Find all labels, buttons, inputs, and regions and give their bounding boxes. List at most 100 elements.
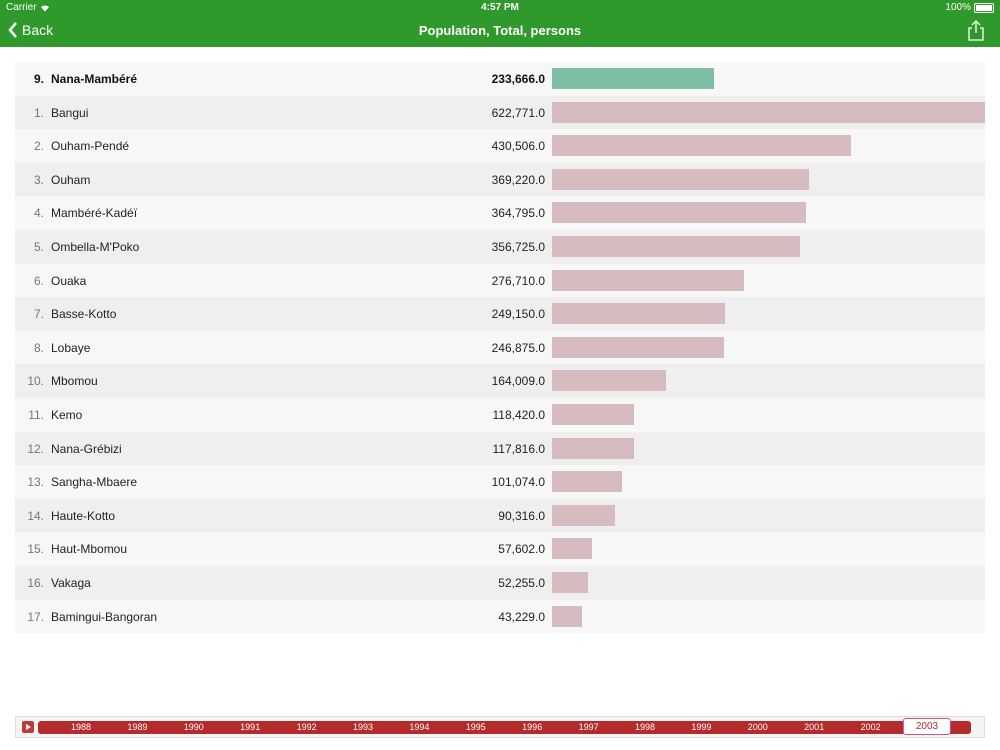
row-name: Haute-Kotto	[51, 508, 116, 523]
table-row[interactable]: 15. Haut-Mbomou 57,602.0	[15, 532, 985, 566]
row-bar	[552, 471, 622, 493]
row-bar	[552, 370, 666, 392]
row-value: 430,506.0	[491, 139, 545, 154]
table-row[interactable]: 11. Kemo 118,420.0	[15, 397, 985, 432]
timeline-year[interactable]: 1998	[634, 722, 656, 732]
table-row[interactable]: 3. Ouham 369,220.0	[15, 162, 985, 197]
battery-label: 100%	[945, 2, 971, 13]
row-name: Sangha-Mbaere	[51, 475, 138, 490]
timeline-year[interactable]: 2002	[860, 722, 881, 732]
row-bar	[552, 403, 634, 425]
row-rank: 8.	[33, 340, 44, 355]
row-name: Nana-Grébizi	[51, 441, 122, 456]
row-rank: 6.	[33, 273, 44, 288]
table-row[interactable]: 1. Bangui 622,771.0	[15, 95, 985, 130]
table-row[interactable]: 13. Sangha-Mbaere 101,074.0	[15, 465, 985, 499]
row-rank: 10.	[27, 374, 44, 389]
row-bar	[552, 437, 634, 459]
row-name: Bamingui-Bangoran	[51, 609, 158, 624]
table-row[interactable]: 8. Lobaye 246,875.0	[15, 330, 985, 365]
carrier-label: Carrier	[6, 2, 37, 13]
row-bar	[552, 168, 809, 190]
status-battery: 100%	[945, 2, 994, 13]
timeline-year[interactable]: 1993	[352, 722, 374, 732]
row-name: Nana-Mambéré	[51, 72, 138, 86]
timeline-year[interactable]: 1992	[296, 722, 317, 732]
row-name: Mambéré-Kadéï	[51, 206, 138, 221]
row-value: 246,875.0	[491, 340, 545, 355]
share-icon[interactable]	[966, 20, 986, 42]
timeline-year[interactable]: 1997	[578, 722, 599, 732]
play-button[interactable]	[22, 721, 34, 733]
row-rank: 1.	[33, 105, 44, 120]
row-bar	[552, 101, 985, 123]
row-rank: 3.	[33, 172, 44, 187]
row-bar	[552, 504, 615, 526]
row-rank: 7.	[33, 307, 44, 322]
status-carrier: Carrier	[6, 2, 50, 13]
table-row[interactable]: 9. Nana-Mambéré 233,666.0	[15, 62, 985, 96]
row-bar	[552, 303, 725, 325]
row-value: 90,316.0	[498, 508, 545, 523]
timeline-year[interactable]: 1994	[409, 722, 430, 732]
row-rank: 9.	[33, 72, 44, 86]
timeline-year[interactable]: 1996	[522, 722, 543, 732]
row-rank: 13.	[27, 475, 44, 490]
table-row[interactable]: 14. Haute-Kotto 90,316.0	[15, 498, 985, 533]
row-rank: 15.	[27, 542, 44, 557]
row-bar	[552, 68, 714, 89]
row-rank: 5.	[33, 239, 44, 254]
row-rank: 11.	[28, 407, 44, 422]
row-value: 43,229.0	[498, 609, 545, 624]
row-bar	[552, 538, 592, 560]
timeline-track[interactable]: 1988 1989 1990 1991 1992 1993 1994 1995 1996 1997…	[38, 718, 971, 735]
row-name: Haut-Mbomou	[51, 542, 128, 557]
row-value: 233,666.0	[491, 72, 545, 86]
row-rank: 2.	[33, 139, 44, 154]
table-row[interactable]: 6. Ouaka 276,710.0	[15, 263, 985, 298]
row-value: 101,074.0	[491, 475, 545, 490]
row-rank: 12.	[27, 441, 44, 456]
timeline-year[interactable]: 1995	[465, 722, 486, 732]
row-value: 369,220.0	[491, 172, 545, 187]
row-bar	[552, 336, 724, 358]
row-bar	[552, 269, 744, 291]
status-time: 4:57 PM	[481, 2, 519, 13]
table-row[interactable]: 2. Ouham-Pendé 430,506.0	[15, 129, 985, 163]
table-row[interactable]: 12. Nana-Grébizi 117,816.0	[15, 431, 985, 466]
row-name: Vakaga	[51, 575, 91, 590]
timeline-year[interactable]: 2001	[804, 722, 825, 732]
table-row[interactable]: 17. Bamingui-Bangoran 43,229.0	[15, 599, 985, 634]
table-row[interactable]: 5. Ombella-M'Poko 356,725.0	[15, 229, 985, 264]
timeline-year[interactable]: 1999	[691, 722, 712, 732]
battery-icon	[974, 2, 994, 13]
timeline-year[interactable]: 2003	[902, 718, 952, 735]
table-row[interactable]: 16. Vakaga 52,255.0	[15, 565, 985, 600]
row-value: 356,725.0	[491, 239, 545, 254]
timeline-year[interactable]: 1988	[70, 722, 92, 732]
row-name: Ouham	[51, 172, 91, 187]
row-name: Kemo	[51, 407, 83, 422]
table-row[interactable]: 4. Mambéré-Kadéï 364,795.0	[15, 196, 985, 230]
row-bar	[552, 202, 806, 224]
back-label: Back	[22, 22, 54, 38]
row-name: Ouaka	[51, 273, 87, 288]
row-name: Lobaye	[51, 340, 91, 355]
table-row[interactable]: 7. Basse-Kotto 249,150.0	[15, 297, 985, 331]
chevron-left-icon	[8, 22, 17, 38]
table-row[interactable]: 10. Mbomou 164,009.0	[15, 364, 985, 398]
row-value: 57,602.0	[498, 542, 545, 557]
row-value: 249,150.0	[491, 307, 545, 322]
ranking-list: 9. Nana-Mambéré 233,666.0 1. Bangui 622,771.0…	[15, 62, 985, 634]
timeline-year[interactable]: 1990	[183, 722, 204, 732]
row-name: Ombella-M'Poko	[51, 239, 140, 254]
row-name: Basse-Kotto	[51, 307, 117, 322]
row-name: Mbomou	[51, 374, 98, 389]
page-title: Population, Total, persons	[418, 23, 582, 38]
timeline-year[interactable]: 1991	[240, 722, 261, 732]
wifi-icon	[40, 4, 49, 11]
timeline-year[interactable]: 1989	[127, 722, 148, 732]
row-rank: 14.	[27, 508, 44, 523]
timeline-year[interactable]: 2000	[747, 722, 768, 732]
back-button[interactable]: Back	[8, 22, 53, 38]
